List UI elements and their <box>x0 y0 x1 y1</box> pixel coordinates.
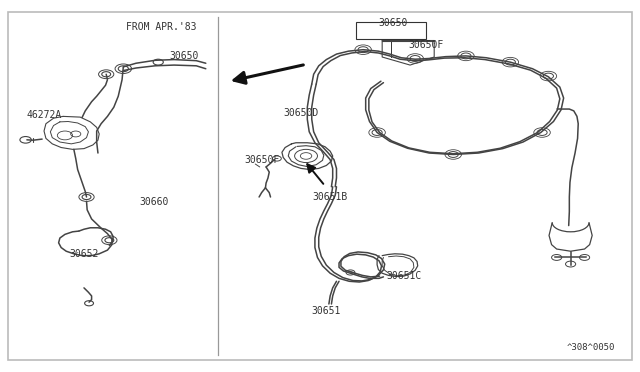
Text: ^308^0050: ^308^0050 <box>566 343 615 352</box>
Text: 30652: 30652 <box>69 249 99 259</box>
Text: 30650D: 30650D <box>284 108 319 118</box>
Text: 30651C: 30651C <box>387 271 422 281</box>
Text: 30650F: 30650F <box>244 155 279 165</box>
Text: 30650: 30650 <box>378 18 408 28</box>
Text: 30651: 30651 <box>312 305 341 315</box>
Text: 30650F: 30650F <box>409 40 444 50</box>
Text: 30650: 30650 <box>169 51 198 61</box>
Text: FROM APR.'83: FROM APR.'83 <box>126 22 196 32</box>
Text: 46272A: 46272A <box>27 109 62 119</box>
Text: 30660: 30660 <box>139 198 168 208</box>
Text: 30651B: 30651B <box>312 192 348 202</box>
